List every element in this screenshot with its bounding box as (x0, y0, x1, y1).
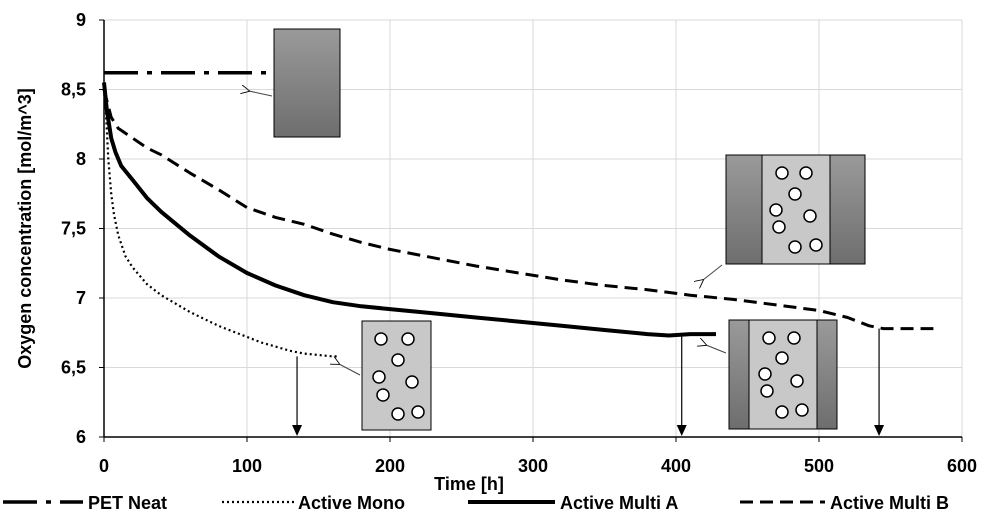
x-tick-label: 300 (518, 456, 548, 476)
legend: PET Neat Active Mono Active Multi A Active … (3, 493, 949, 513)
down-arrow-head (874, 425, 885, 436)
series-line-active-mono (102, 82, 339, 358)
x-axis-title: Time [h] (434, 474, 504, 494)
series-line-active-multi-a (102, 82, 716, 338)
series-line-active-multi-b (102, 89, 934, 331)
pet-neat-schematic (249, 28, 341, 138)
down-arrow-head (292, 425, 303, 436)
legend-label: Active Multi B (830, 493, 949, 513)
active-mono-schematic (339, 320, 432, 431)
series-group (102, 71, 934, 358)
particle-circles (372, 332, 425, 421)
legend-label: PET Neat (88, 493, 167, 513)
y-tick-label: 8 (76, 149, 86, 169)
y-tick-label: 6 (76, 427, 86, 447)
x-tick-label: 100 (232, 456, 262, 476)
x-tick-label: 0 (99, 456, 109, 476)
y-tick-label: 6,5 (61, 358, 86, 378)
x-tick-label: 600 (947, 456, 977, 476)
x-tick-label: 500 (804, 456, 834, 476)
active-multi-a-schematic (706, 319, 838, 430)
down-arrows (292, 328, 885, 436)
active-multi-b-schematic (703, 154, 866, 280)
y-tick-label: 8,5 (61, 80, 86, 100)
y-axis-title: Oxygen concentration [mol/m^3] (15, 88, 35, 369)
axes: 0 100 200 300 400 500 600 6 6,5 7 7,5 8 8,5 9 Time [h]… (15, 10, 977, 494)
down-arrow-head (676, 425, 687, 436)
y-tick-label: 7,5 (61, 219, 86, 239)
legend-label: Active Mono (298, 493, 405, 513)
x-tick-label: 200 (375, 456, 405, 476)
y-tick-label: 7 (76, 288, 86, 308)
y-tick-label: 9 (76, 10, 86, 30)
legend-label: Active Multi A (560, 493, 678, 513)
x-tick-label: 400 (661, 456, 691, 476)
